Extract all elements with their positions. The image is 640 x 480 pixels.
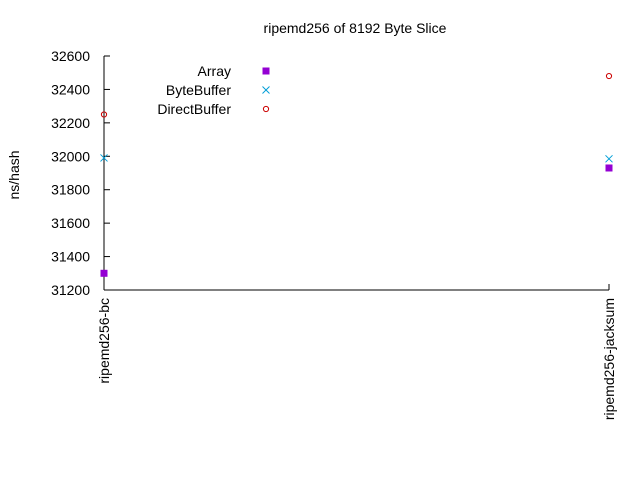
y-tick-label: 32000 xyxy=(51,148,90,164)
legend-marker-bytebuffer xyxy=(262,86,270,94)
data-point-array xyxy=(605,164,613,172)
axes xyxy=(103,56,609,291)
data-point-directbuffer xyxy=(605,72,613,80)
y-axis-label: ns/hash xyxy=(6,150,22,199)
y-tick-label: 31200 xyxy=(51,282,90,298)
y-tick-label: 31800 xyxy=(51,182,90,198)
x-tick-label: ripemd256-bc xyxy=(96,298,112,384)
legend-marker-array xyxy=(262,67,270,75)
y-tick-label: 32400 xyxy=(51,81,90,97)
y-tick-label: 32600 xyxy=(51,48,90,64)
x-axis-ticks: ripemd256-bc ripemd256-jacksum xyxy=(96,284,617,420)
y-tick-label: 31600 xyxy=(51,215,90,231)
data-point-bytebuffer xyxy=(605,154,613,163)
y-tick-label: 32200 xyxy=(51,115,90,131)
data-point-directbuffer xyxy=(100,111,108,118)
y-axis-ticks: 31200 31400 31600 31800 32000 32200 32400 32600 xyxy=(51,48,110,298)
legend-label-bytebuffer: ByteBuffer xyxy=(166,82,231,98)
x-tick-label: ripemd256-jacksum xyxy=(601,298,617,420)
legend-label-array: Array xyxy=(198,63,231,79)
data-points xyxy=(100,72,613,277)
legend: Array ByteBuffer DirectBuffer xyxy=(157,63,270,117)
legend-label-directbuffer: DirectBuffer xyxy=(157,101,231,117)
data-point-bytebuffer xyxy=(100,154,108,162)
data-point-array xyxy=(100,269,108,277)
chart-title: ripemd256 of 8192 Byte Slice xyxy=(264,20,447,36)
y-tick-label: 31400 xyxy=(51,249,90,265)
legend-marker-directbuffer xyxy=(262,105,270,113)
